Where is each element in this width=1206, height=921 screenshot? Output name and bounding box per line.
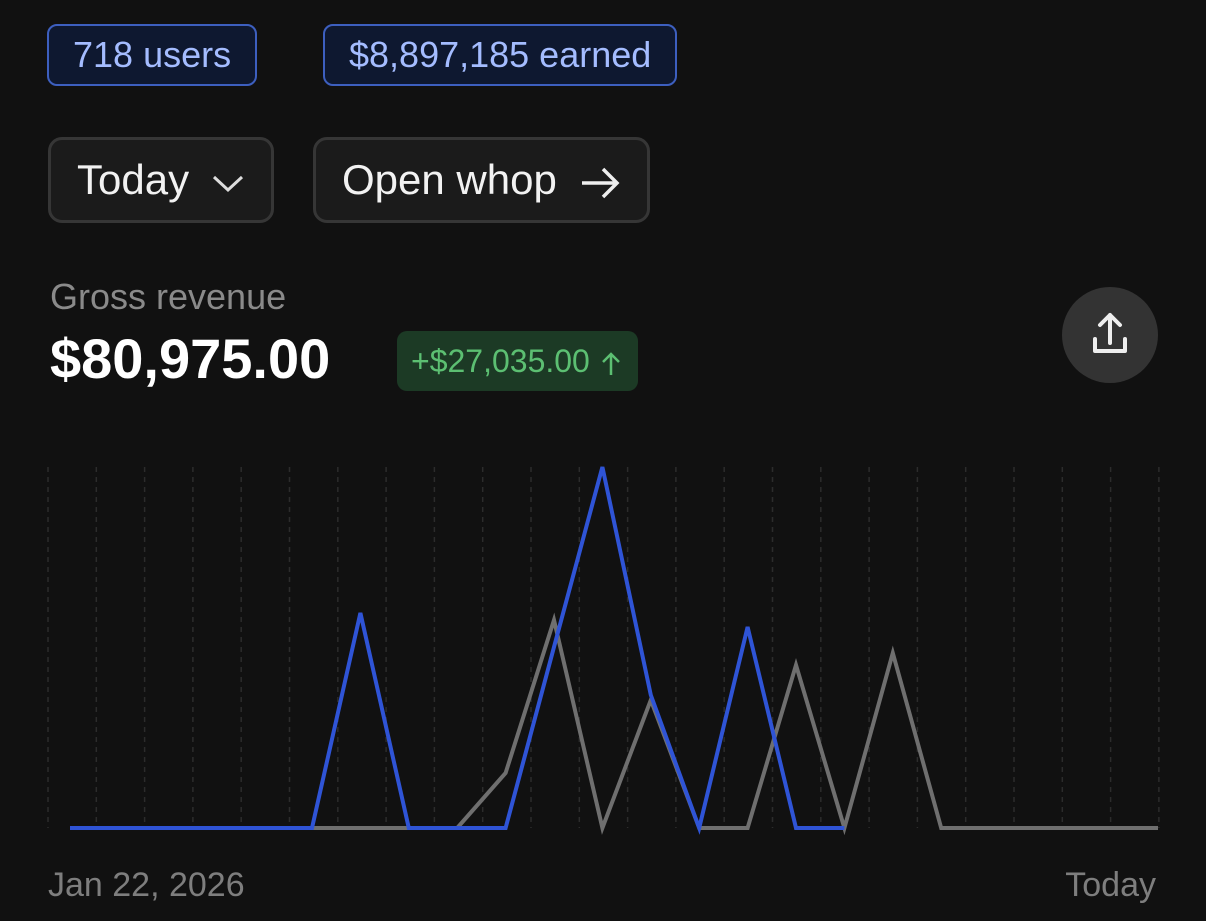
range-dropdown[interactable]: Today <box>48 137 275 223</box>
chevron-icon <box>213 175 244 192</box>
x-start-label: Jan 22, 2026 <box>48 866 245 904</box>
open-button[interactable]: Open whop <box>313 137 650 223</box>
share-button[interactable] <box>1062 287 1158 383</box>
open-label: Open whop <box>342 156 557 203</box>
series-line <box>70 612 1158 836</box>
range-label: Today <box>77 156 190 203</box>
x-end-label: Today <box>1065 866 1156 904</box>
metric-delta: +$27,035.00 <box>397 331 638 391</box>
metric-value: $80,975.00 <box>50 327 331 390</box>
arrow-icon <box>581 167 620 199</box>
earned-badge: $8,897,185 earned <box>323 24 678 86</box>
users-badge: 718 users <box>47 24 258 86</box>
up-arrow <box>601 351 620 375</box>
series-line <box>70 466 845 835</box>
share-icon <box>1093 313 1127 353</box>
metric-label: Gross revenue <box>50 276 287 317</box>
delta-text: +$27,035.00 <box>411 343 590 379</box>
